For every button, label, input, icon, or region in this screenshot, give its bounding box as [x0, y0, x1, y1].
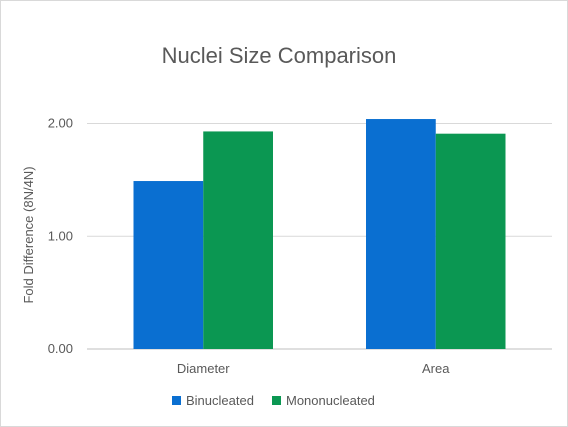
x-tick-label: Area: [422, 361, 450, 376]
bars: [133, 119, 506, 349]
y-tick-label: 2.00: [48, 116, 73, 131]
y-axis-label: Fold Difference (8N/4N): [21, 166, 36, 303]
chart-title: Nuclei Size Comparison: [162, 43, 397, 68]
x-tick-labels: Diameter Area: [177, 361, 450, 376]
x-tick-label: Diameter: [177, 361, 230, 376]
y-tick-label: 1.00: [48, 228, 73, 243]
bar-binucleated-diameter: [133, 181, 204, 349]
y-tick-label: 0.00: [48, 341, 73, 356]
bar-binucleated-area: [366, 119, 436, 349]
legend-label-binucleated: Binucleated: [186, 393, 254, 408]
legend-swatch-mononucleated: [272, 396, 281, 405]
legend-label-mononucleated: Mononucleated: [286, 393, 375, 408]
bar-mononucleated-area: [435, 133, 506, 349]
legend: Binucleated Mononucleated: [172, 393, 375, 408]
y-tick-labels: 0.00 1.00 2.00: [48, 116, 73, 356]
legend-swatch-binucleated: [172, 396, 181, 405]
bar-mononucleated-diameter: [203, 131, 273, 349]
